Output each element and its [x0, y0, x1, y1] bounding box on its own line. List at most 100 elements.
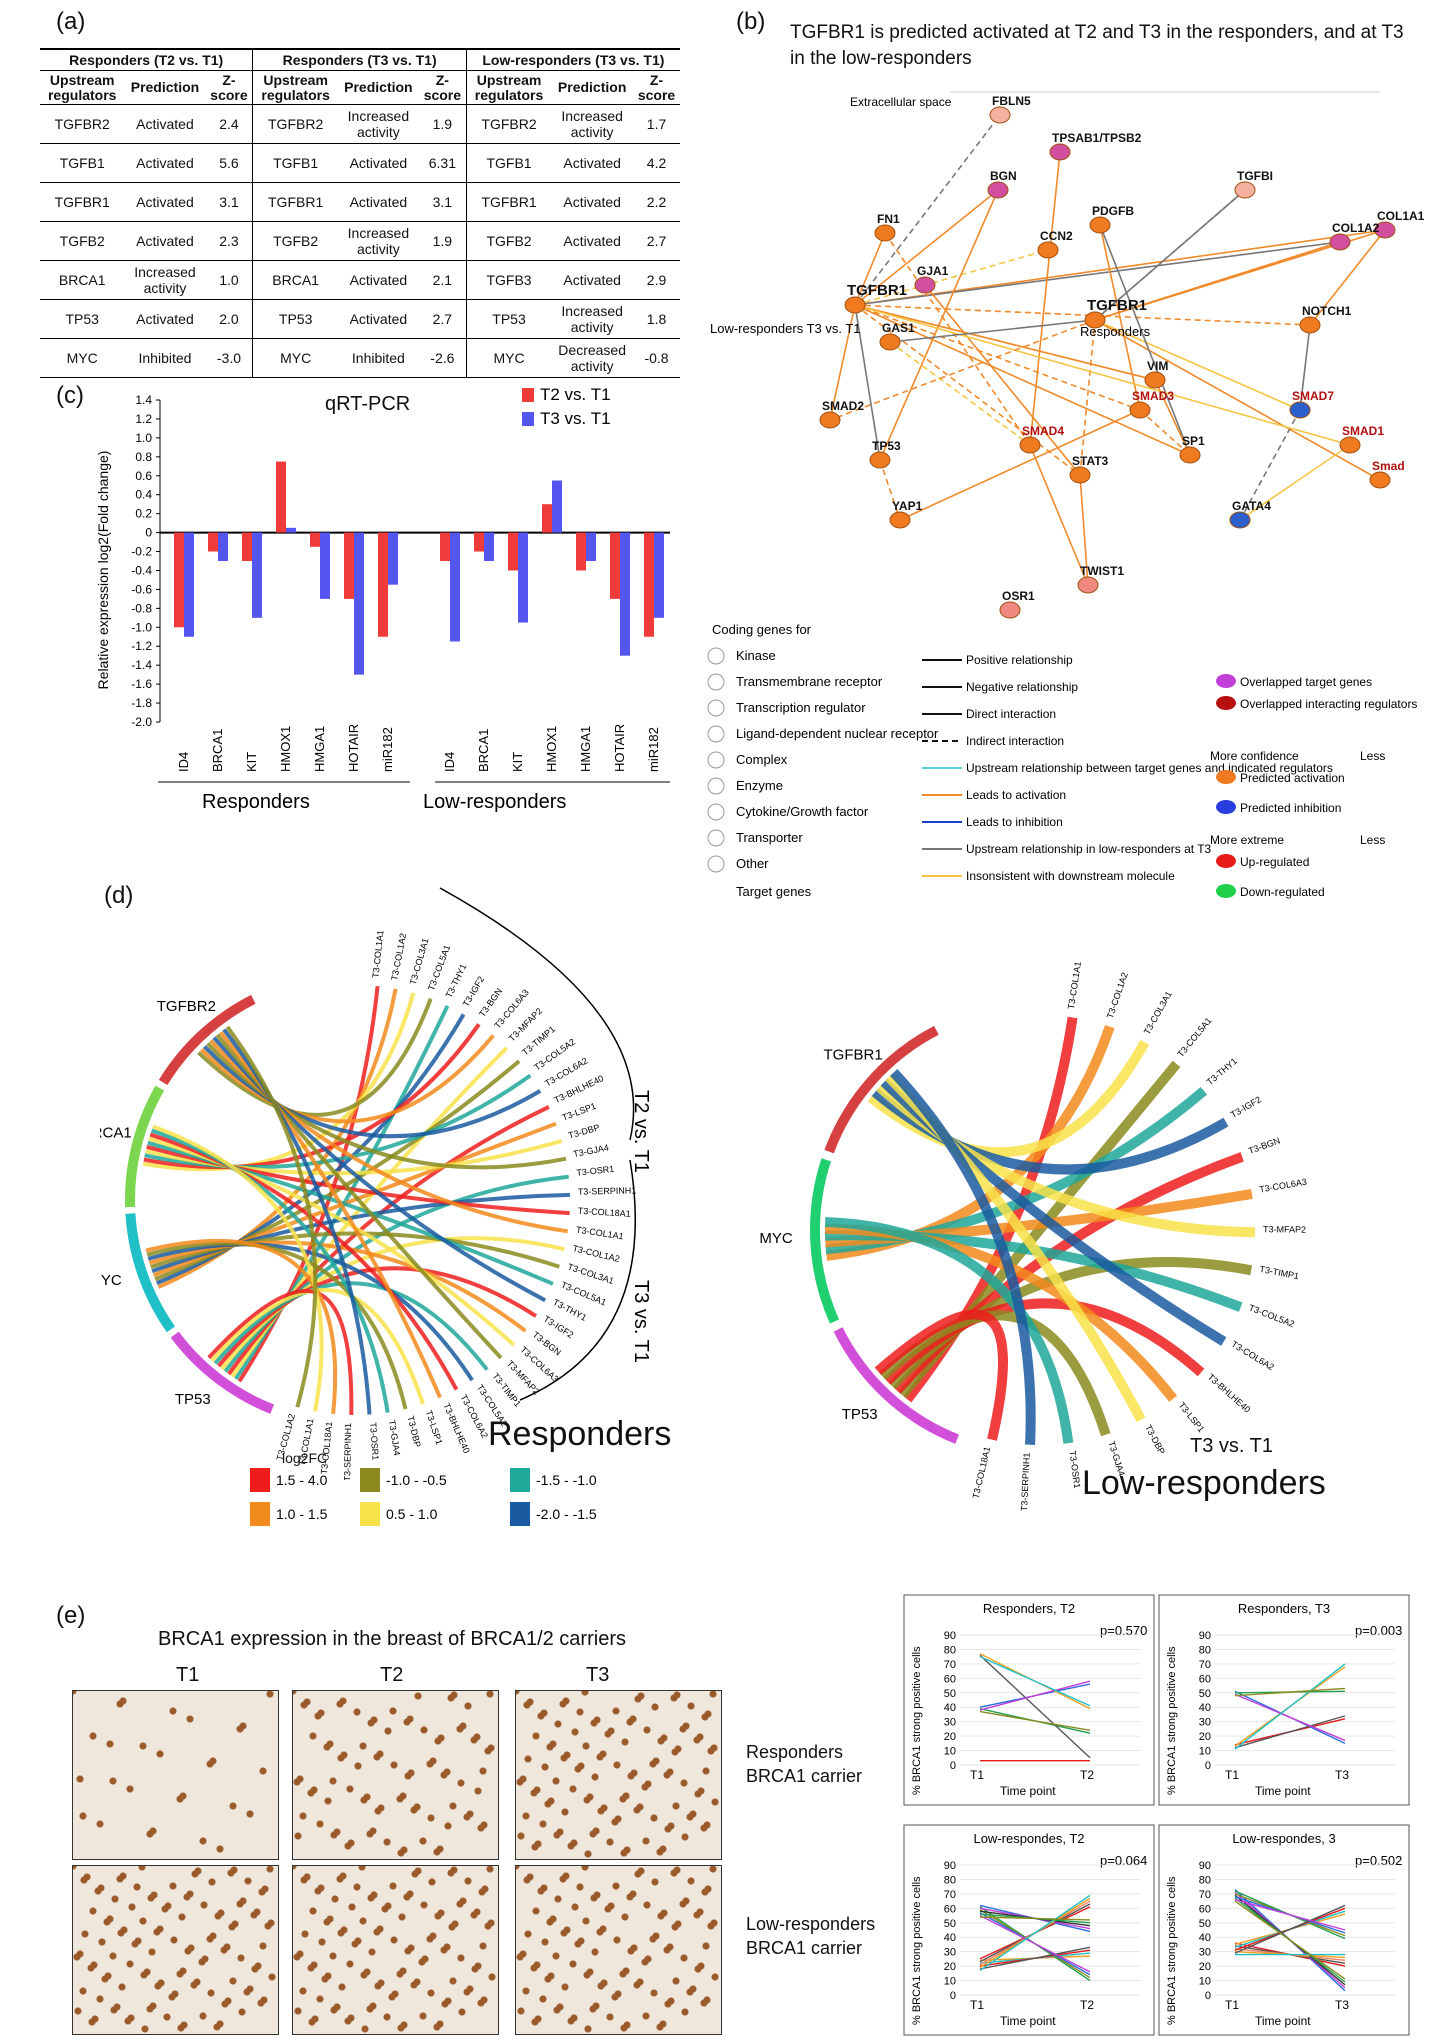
legend-label: T2 vs. T1 [540, 385, 611, 404]
chord-ribbon [149, 1132, 459, 1391]
mini-x-label: Time point [1255, 2014, 1311, 2028]
legend-color-swatch [1216, 674, 1236, 688]
legend-label: T3 vs. T1 [540, 409, 611, 428]
network-edge [854, 304, 1191, 456]
bar [276, 461, 286, 533]
network-node-label: GAS1 [882, 321, 915, 335]
table-row: TGFBR2 Activated 2.4 TGFBR2 Increased activi… [40, 104, 680, 145]
table-cell: 6.31 [418, 143, 467, 184]
bar [586, 532, 596, 561]
network-node-label: TGFBR1 [1087, 297, 1147, 314]
table-cell: Activated [124, 143, 206, 184]
chord-ribbon [227, 1105, 550, 1376]
chord-ribbon [874, 1309, 1008, 1441]
legend-swatch [522, 412, 534, 426]
legend-shape-icon [707, 673, 725, 691]
legend-mid-item: Leads to inhibition [966, 815, 1063, 829]
chord-gene-label: T3-COL18A1 [971, 1446, 993, 1500]
bar [354, 532, 364, 675]
mini-y-tick: 90 [944, 1860, 956, 1872]
mini-y-tick: 50 [944, 1918, 956, 1930]
legend-right-item: Predicted activation [1240, 771, 1345, 785]
chord-regulator-arc [158, 994, 256, 1086]
network-edge [889, 319, 1096, 343]
mini-y-tick: 90 [1199, 1630, 1211, 1642]
network-edge [889, 341, 1031, 446]
legend-color-swatch [1216, 800, 1236, 814]
legend-color-swatch [1216, 696, 1236, 710]
bar [320, 532, 330, 599]
legend-color-swatch [510, 1468, 530, 1492]
ihc-t3-label: T3 [586, 1664, 610, 1686]
y-tick-label: 1.2 [135, 412, 152, 426]
bar [218, 532, 228, 561]
legend-left-item: Transporter [736, 830, 803, 845]
chord-gene-label: T3-COL1A2 [1105, 971, 1130, 1020]
mini-chart-pvalue: p=0.003 [1355, 1623, 1402, 1638]
table-subheader: Prediction [124, 70, 206, 106]
legend-left-item: Ligand-dependent nuclear receptor [736, 726, 939, 741]
group-label-low-responders: Low-responders [423, 791, 566, 813]
y-tick-label: 0.6 [135, 469, 152, 483]
table-cell: 3.1 [205, 182, 253, 223]
network-edge [854, 304, 881, 461]
table-cell: TGFB2 [465, 221, 552, 262]
table-cell: TGFBR2 [252, 104, 338, 145]
table-cell: Increased activity [337, 221, 419, 262]
mini-x-tick: T2 [1080, 1768, 1094, 1782]
legend-right-item: More extreme [1210, 833, 1284, 847]
chord-ribbon [824, 1217, 1074, 1444]
table-cell: 1.0 [205, 260, 253, 301]
mini-y-tick: 20 [944, 1731, 956, 1743]
bar [344, 532, 354, 599]
mini-y-tick: 80 [1199, 1644, 1211, 1656]
table-subheader: Z-score [205, 70, 253, 106]
chord-regulator-label: MYC [100, 1272, 122, 1289]
table-cell: 2.4 [205, 104, 253, 145]
mini-y-tick: 60 [1199, 1903, 1211, 1915]
legend-left-item: Enzyme [736, 778, 783, 793]
table-cell: Activated [337, 182, 419, 223]
legend-shape-icon [707, 829, 725, 847]
table-cell: TGFBR1 [465, 182, 552, 223]
mini-data-line [1234, 1663, 1346, 1750]
table-cell: -0.8 [633, 338, 680, 379]
table-subheader: Upstream regulators [40, 70, 125, 106]
mini-y-label: % BRCA1 strong positive cells [911, 1646, 923, 1795]
mini-x-tick: T1 [1225, 1768, 1239, 1782]
chord-regulator-arc [833, 1327, 960, 1444]
mini-chart-frame [903, 1824, 1155, 2036]
legend-range-label: 1.5 - 4.0 [276, 1472, 328, 1488]
table-cell: TGFB3 [465, 260, 552, 301]
table-cell: Increased activity [124, 260, 206, 301]
mini-y-tick: 10 [944, 1976, 956, 1988]
chord-gene-label: T3-TIMP1 [1259, 1264, 1300, 1281]
chord-gene-label: T3-SERPINH1 [578, 1185, 637, 1196]
table-cell: TGFB1 [252, 143, 338, 184]
bar [576, 532, 586, 571]
chord-gene-label: T3-THY1 [1205, 1056, 1239, 1087]
network-node [879, 333, 901, 351]
chord-gene-label: T3-COL6A3 [1258, 1177, 1307, 1195]
mini-data-line [979, 1894, 1091, 1972]
table-cell: 2.1 [418, 260, 467, 301]
table-cell: 3.1 [418, 182, 467, 223]
group-label-responders: Responders [202, 791, 310, 813]
y-tick-label: -0.4 [131, 563, 152, 577]
mini-y-tick: 10 [1199, 1746, 1211, 1758]
network-edge [829, 319, 1096, 421]
x-tick-label: KIT [244, 752, 259, 772]
x-tick-label: HOTAIR [346, 724, 361, 772]
legend-mid-item: Upstream relationship in low-responders … [966, 842, 1212, 856]
brca1-line-charts: Responders, T2 p=0.570 90 80 70 60 50 40 30 20 10 0… [903, 1594, 1410, 2036]
legend-shape-icon [707, 777, 725, 795]
network-node-label: GATA4 [1232, 499, 1271, 513]
network-edge [1094, 189, 1246, 321]
network-node [1037, 241, 1059, 259]
network-edge [899, 409, 1141, 521]
mini-y-label: % BRCA1 strong positive cells [1166, 1646, 1178, 1795]
ihc-micrograph [292, 1690, 499, 1860]
mini-chart-title: Low-respondes, T2 [973, 1831, 1084, 1846]
mini-y-tick: 40 [1199, 1702, 1211, 1714]
y-tick-label: 0.4 [135, 488, 152, 502]
